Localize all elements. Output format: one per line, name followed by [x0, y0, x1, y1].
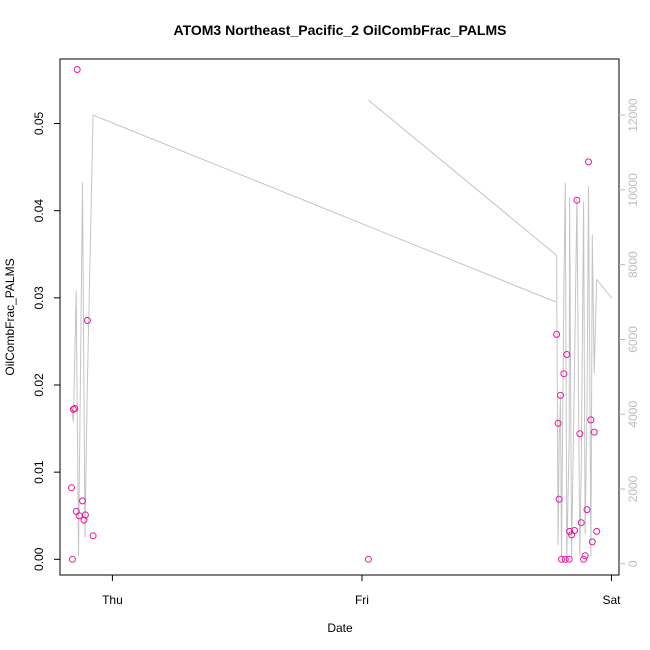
line-series	[71, 99, 613, 561]
data-point	[585, 158, 592, 166]
right-tick-label: 8000	[626, 251, 640, 278]
data-point	[561, 555, 569, 563]
data-point	[576, 430, 584, 438]
data-point	[583, 506, 591, 514]
left-axis: 0.00 0.01 0.02 0.03 0.04 0.05	[32, 111, 60, 571]
bottom-axis: Thu Fri Sat	[102, 575, 621, 607]
data-point	[80, 516, 88, 524]
x-tick-label: Sat	[603, 593, 622, 607]
data-point	[563, 351, 571, 358]
data-point	[573, 196, 581, 204]
data-point	[89, 532, 97, 540]
data-point	[588, 538, 596, 546]
x-tick-label: Thu	[102, 593, 123, 607]
data-point	[577, 519, 585, 527]
left-tick-label: 0.00	[32, 547, 46, 571]
data-point	[79, 497, 86, 505]
data-point	[587, 416, 595, 424]
data-point	[364, 555, 372, 563]
data-point	[581, 552, 589, 560]
right-tick-label: 4000	[626, 401, 640, 428]
right-tick-label: 2000	[626, 475, 640, 502]
data-point	[553, 330, 561, 338]
data-point	[590, 428, 598, 436]
data-point	[571, 527, 578, 534]
data-point	[69, 405, 77, 413]
x-tick-label: Fri	[355, 593, 369, 607]
left-tick-label: 0.02	[32, 373, 46, 397]
data-point	[554, 419, 562, 427]
left-tick-label: 0.04	[32, 199, 46, 223]
data-point	[83, 317, 91, 324]
right-tick-label: 10000	[626, 173, 640, 207]
right-axis: 0 2000 4000 6000 8000 10000 12000	[619, 98, 640, 567]
data-point	[580, 555, 588, 563]
data-point	[565, 555, 573, 563]
point-series	[68, 66, 601, 563]
data-point	[555, 495, 563, 503]
line-segment	[368, 99, 613, 561]
right-tick-label: 12000	[626, 98, 640, 132]
data-point	[68, 555, 76, 563]
data-point	[566, 527, 574, 535]
left-tick-label: 0.01	[32, 460, 46, 484]
right-tick-label: 6000	[626, 326, 640, 353]
plot-frame	[59, 58, 620, 576]
data-point	[68, 484, 75, 492]
right-tick-label: 0	[626, 560, 640, 567]
data-point	[71, 405, 79, 412]
x-axis-label: Date	[327, 621, 353, 635]
left-tick-label: 0.05	[32, 111, 46, 135]
chart-title: ATOM3 Northeast_Pacific_2 OilCombFrac_PA…	[174, 22, 507, 38]
data-point	[593, 527, 601, 535]
line-segment	[71, 114, 557, 557]
left-tick-label: 0.03	[32, 286, 46, 310]
data-point	[81, 511, 89, 519]
data-point	[73, 66, 81, 73]
data-point	[557, 391, 564, 399]
data-point	[560, 370, 568, 378]
data-point	[558, 555, 565, 563]
y-axis-label: OilCombFrac_PALMS	[3, 258, 17, 375]
